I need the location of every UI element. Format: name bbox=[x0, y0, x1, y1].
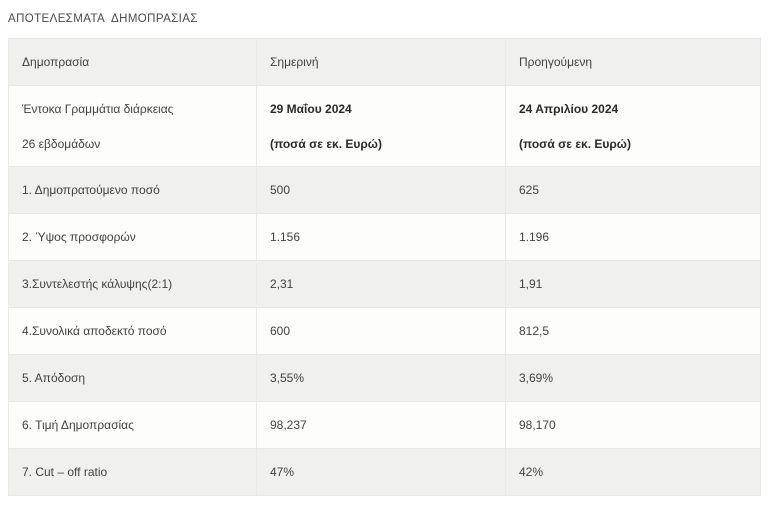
row-current-value: 98,237 bbox=[256, 401, 506, 449]
table-row-total-accepted: 4.Συνολικά αποδεκτό ποσό 600 812,5 bbox=[8, 307, 761, 355]
row-previous-value: 812,5 bbox=[505, 307, 761, 355]
row-label: 6. Τιμή Δημοπρασίας bbox=[8, 401, 257, 449]
instrument-label-cell: Έντοκα Γραμμάτια διάρκειας 26 εβδομάδων bbox=[8, 85, 257, 167]
row-previous-value: 98,170 bbox=[505, 401, 761, 449]
table-row-coverage-ratio: 3.Συντελεστής κάλυψης(2:1) 2,31 1,91 bbox=[8, 260, 761, 308]
current-auction-units: (ποσά σε εκ. Ευρώ) bbox=[270, 137, 382, 151]
auction-results-table: Δημοπρασία Σημερινή Προηγούμενη Έντοκα Γ… bbox=[8, 38, 761, 496]
table-row-auction-price: 6. Τιμή Δημοπρασίας 98,237 98,170 bbox=[8, 401, 761, 449]
row-label: 7. Cut – off ratio bbox=[8, 448, 257, 496]
row-previous-value: 1.196 bbox=[505, 213, 761, 261]
row-label: 1. Δημοπρατούμενο ποσό bbox=[8, 166, 257, 214]
table-row-yield: 5. Απόδοση 3,55% 3,69% bbox=[8, 354, 761, 402]
page-title: ΑΠΟΤΕΛΕΣΜΑΤΑ ΔΗΜΟΠΡΑΣΙΑΣ bbox=[8, 13, 198, 25]
table-header-row: Δημοπρασία Σημερινή Προηγούμενη bbox=[8, 38, 761, 86]
row-current-value: 1.156 bbox=[256, 213, 506, 261]
instrument-label-line1: Έντοκα Γραμμάτια διάρκειας bbox=[22, 102, 174, 116]
instrument-previous-cell: 24 Απριλίου 2024 (ποσά σε εκ. Ευρώ) bbox=[505, 85, 761, 167]
row-previous-value: 1,91 bbox=[505, 260, 761, 308]
previous-auction-units: (ποσά σε εκ. Ευρώ) bbox=[519, 137, 631, 151]
row-current-value: 600 bbox=[256, 307, 506, 355]
row-label: 5. Απόδοση bbox=[8, 354, 257, 402]
column-header-current: Σημερινή bbox=[256, 38, 506, 86]
row-previous-value: 42% bbox=[505, 448, 761, 496]
table-row-instrument: Έντοκα Γραμμάτια διάρκειας 26 εβδομάδων … bbox=[8, 85, 761, 167]
row-label: 3.Συντελεστής κάλυψης(2:1) bbox=[8, 260, 257, 308]
table-row-bids-amount: 2. Ύψος προσφορών 1.156 1.196 bbox=[8, 213, 761, 261]
table-row-cutoff-ratio: 7. Cut – off ratio 47% 42% bbox=[8, 448, 761, 496]
table-row-auctioned-amount: 1. Δημοπρατούμενο ποσό 500 625 bbox=[8, 166, 761, 214]
previous-auction-date: 24 Απριλίου 2024 bbox=[519, 102, 619, 116]
column-header-previous: Προηγούμενη bbox=[505, 38, 761, 86]
instrument-current-cell: 29 Μαΐου 2024 (ποσά σε εκ. Ευρώ) bbox=[256, 85, 506, 167]
instrument-label-line2: 26 εβδομάδων bbox=[22, 137, 101, 151]
row-current-value: 500 bbox=[256, 166, 506, 214]
row-previous-value: 3,69% bbox=[505, 354, 761, 402]
row-current-value: 47% bbox=[256, 448, 506, 496]
row-label: 4.Συνολικά αποδεκτό ποσό bbox=[8, 307, 257, 355]
row-current-value: 3,55% bbox=[256, 354, 506, 402]
column-header-auction: Δημοπρασία bbox=[8, 38, 257, 86]
row-previous-value: 625 bbox=[505, 166, 761, 214]
current-auction-date: 29 Μαΐου 2024 bbox=[270, 102, 352, 116]
row-current-value: 2,31 bbox=[256, 260, 506, 308]
row-label: 2. Ύψος προσφορών bbox=[8, 213, 257, 261]
